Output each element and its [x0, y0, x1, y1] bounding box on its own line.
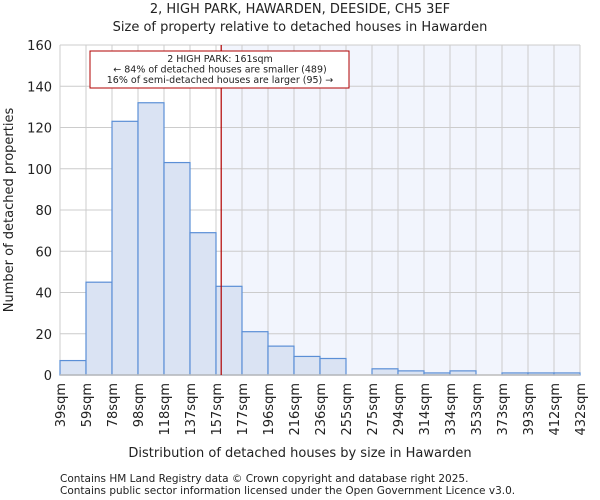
x-tick-label: 334sqm	[444, 383, 459, 436]
bar	[59, 359, 87, 376]
x-tick-label: 353sqm	[470, 383, 485, 436]
x-tick-label: 78sqm	[106, 383, 121, 427]
y-tick-label: 100	[27, 163, 52, 178]
x-tick-label: 393sqm	[522, 383, 537, 436]
x-tick-label: 137sqm	[184, 383, 199, 436]
bar	[293, 355, 321, 376]
bar	[111, 120, 139, 376]
bar	[215, 285, 243, 376]
y-tick-label: 80	[35, 204, 52, 219]
y-tick-label: 160	[27, 39, 52, 54]
bar	[163, 161, 191, 376]
y-tick-label: 0	[44, 369, 52, 384]
x-tick-label: 432sqm	[574, 383, 589, 436]
y-tick-label: 60	[35, 245, 52, 260]
annotation-line: 16% of semi-detached houses are larger (…	[107, 75, 334, 86]
x-axis-label: Distribution of detached houses by size …	[128, 446, 471, 461]
footer-line-2: Contains public sector information licen…	[60, 485, 515, 497]
x-tick-label: 157sqm	[210, 383, 225, 436]
x-tick-label: 275sqm	[366, 383, 381, 436]
bar	[189, 232, 217, 376]
x-tick-label: 39sqm	[54, 383, 69, 427]
bar	[371, 368, 399, 376]
x-tick-label: 373sqm	[496, 383, 511, 436]
chart-subtitle: Size of property relative to detached ho…	[113, 20, 488, 35]
annotation-box	[89, 50, 350, 89]
x-tick-label: 98sqm	[132, 383, 147, 427]
x-tick-label: 177sqm	[236, 383, 251, 436]
chart-title: 2, HIGH PARK, HAWARDEN, DEESIDE, CH5 3EF	[150, 2, 450, 17]
y-axis-label: Number of detached properties	[2, 108, 17, 313]
x-tick-label: 196sqm	[262, 383, 277, 436]
footer-line-1: Contains HM Land Registry data © Crown c…	[60, 473, 468, 485]
x-tick-label: 412sqm	[548, 383, 563, 436]
x-tick-label: 59sqm	[80, 383, 95, 427]
x-tick-label: 255sqm	[340, 383, 355, 436]
bar	[241, 331, 269, 376]
bar	[319, 357, 347, 376]
x-tick-label: 118sqm	[158, 383, 173, 436]
y-tick-label: 40	[35, 287, 52, 302]
bar	[85, 281, 113, 376]
y-tick-label: 140	[27, 80, 52, 95]
y-tick-label: 120	[27, 122, 52, 137]
annotation-line: ← 84% of detached houses are smaller (48…	[113, 65, 326, 76]
annotation-line: 2 HIGH PARK: 161sqm	[167, 54, 273, 65]
x-tick-label: 216sqm	[288, 383, 303, 436]
y-tick-label: 20	[35, 328, 52, 343]
x-tick-label: 236sqm	[314, 383, 329, 436]
x-tick-label: 294sqm	[392, 383, 407, 436]
x-tick-label: 314sqm	[418, 383, 433, 436]
bar	[137, 102, 165, 376]
bar	[267, 345, 295, 376]
